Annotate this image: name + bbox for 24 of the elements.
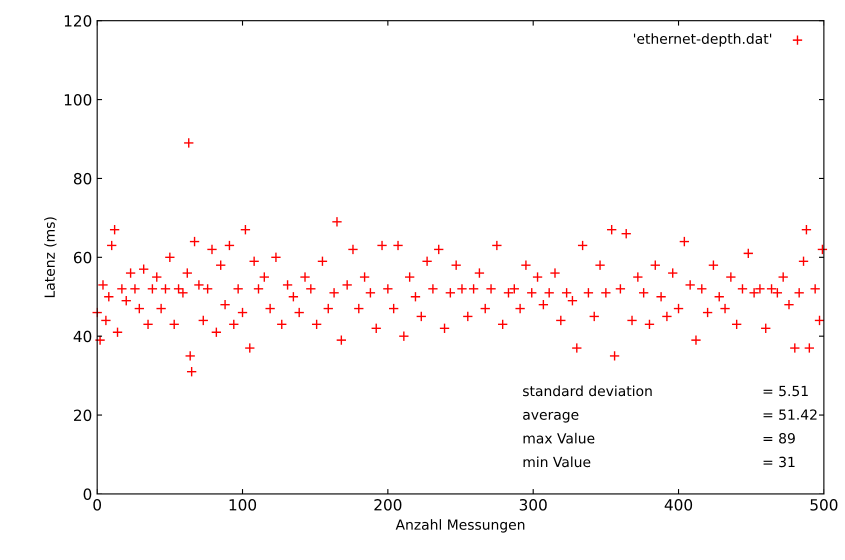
x-tick-label: 200 <box>374 499 402 511</box>
annotation: max Value <box>524 432 594 444</box>
annotation: = 89 <box>764 433 795 444</box>
x-tick-label: 500 <box>810 499 838 511</box>
annotation: = 51.42 <box>764 409 817 420</box>
x-tick-label: 400 <box>664 499 692 511</box>
x-tick-label: 0 <box>93 499 102 511</box>
annotation: average <box>523 412 578 423</box>
x-axis-title: Anzahl Messungen <box>396 519 524 533</box>
annotation: standard deviation <box>523 385 652 396</box>
y-tick-label: 0 <box>84 488 92 500</box>
annotation: = 5.51 <box>764 386 808 396</box>
y-tick-label: 60 <box>74 252 92 264</box>
x-tick-label: 300 <box>520 499 547 511</box>
annotation: min Value <box>524 456 590 468</box>
x-tick-label: 100 <box>230 499 256 511</box>
y-tick-label: 20 <box>74 410 92 422</box>
y-tick-label: 100 <box>64 94 92 106</box>
legend-label: 'ethernet-depth.dat' <box>634 33 772 47</box>
y-tick-label: 40 <box>74 330 92 342</box>
y-tick-label: 120 <box>64 15 92 27</box>
y-tick-label: 80 <box>74 172 92 184</box>
y-axis-title: Latenz (ms) <box>44 217 57 298</box>
annotation: = 31 <box>764 456 795 468</box>
